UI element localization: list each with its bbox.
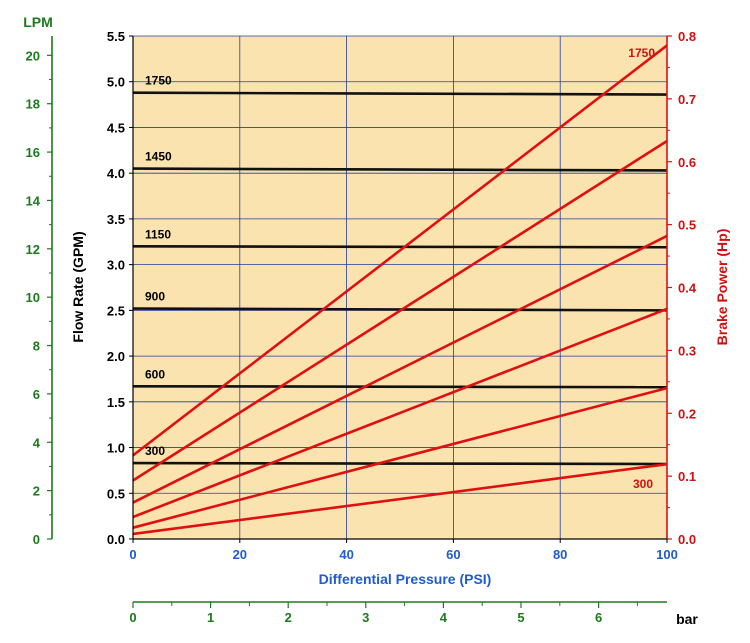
lpm-tick-label: 10 <box>26 290 40 305</box>
flow-line-1450 <box>132 167 668 172</box>
y-right-tick-label: 0.0 <box>678 532 696 547</box>
x-tick-label: 80 <box>553 547 567 562</box>
y-right-tick-label: 0.6 <box>678 155 696 170</box>
bar-axis-unit: bar <box>676 611 698 627</box>
flow-label-1150: 1150 <box>145 227 171 241</box>
power-lines <box>132 44 668 536</box>
y-left-tick-label: 3.5 <box>107 212 125 227</box>
lpm-tick-label: 2 <box>33 484 40 499</box>
y-left-tick-label: 5.5 <box>107 29 125 44</box>
lpm-tick-label: 16 <box>26 145 40 160</box>
axes: 0.0 0.5 1.0 1.5 2.0 2.5 3.0 3.5 4.0 4.5 5.0 5.5 0.0 0… <box>26 29 697 625</box>
x-tick-label: 100 <box>656 547 678 562</box>
power-line-1150 <box>132 234 668 504</box>
bar-tick-label: 3 <box>362 610 369 625</box>
y-left-tick-label: 3.0 <box>107 258 125 273</box>
y-right-axis-label: Brake Power (Hp) <box>714 229 730 346</box>
power-line-900 <box>132 307 668 519</box>
y-right-tick-label: 0.7 <box>678 92 696 107</box>
lpm-tick-label: 6 <box>33 387 40 402</box>
lpm-axis-unit: LPM <box>23 14 53 30</box>
lpm-tick-label: 12 <box>26 242 40 257</box>
bar-tick-label: 6 <box>595 610 602 625</box>
flow-line-600 <box>132 384 668 389</box>
labels: 1750 1450 1150 900 600 300 1750 300 <box>145 46 655 491</box>
x-tick-label: 20 <box>233 547 247 562</box>
flow-label-600: 600 <box>145 367 165 381</box>
flow-line-1150 <box>132 245 668 249</box>
y-right-tick-label: 0.5 <box>678 218 696 233</box>
y-left-axis-label: Flow Rate (GPM) <box>70 231 86 342</box>
plot-area <box>133 36 667 539</box>
power-label-1750: 1750 <box>628 46 655 60</box>
y-right-tick-label: 0.1 <box>678 469 696 484</box>
bar-tick-label: 0 <box>129 610 136 625</box>
x-tick-label: 60 <box>446 547 460 562</box>
y-right-tick-label: 0.3 <box>678 343 696 358</box>
y-left-tick-label: 1.0 <box>107 441 125 456</box>
lpm-tick-label: 0 <box>33 532 40 547</box>
flow-label-1750: 1750 <box>145 74 172 88</box>
y-right-tick-label: 0.4 <box>678 281 697 296</box>
lpm-tick-label: 14 <box>26 193 41 208</box>
bar-tick-label: 1 <box>207 610 214 625</box>
flow-line-1750 <box>132 91 668 96</box>
x-tick-label: 40 <box>339 547 353 562</box>
flow-label-300: 300 <box>145 444 165 458</box>
bar-tick-label: 2 <box>285 610 292 625</box>
grid <box>132 35 668 540</box>
y-left-tick-label: 1.5 <box>107 395 125 410</box>
y-left-tick-label: 0.5 <box>107 486 125 501</box>
lpm-tick-label: 18 <box>26 97 40 112</box>
y-left-tick-label: 5.0 <box>107 75 125 90</box>
power-line-300 <box>132 462 668 536</box>
y-right-tick-label: 0.8 <box>678 29 696 44</box>
y-left-tick-label: 0.0 <box>107 532 125 547</box>
flow-label-1450: 1450 <box>145 150 172 164</box>
lpm-tick-label: 4 <box>33 435 41 450</box>
lpm-tick-label: 8 <box>33 339 40 354</box>
x-axis-label: Differential Pressure (PSI) <box>319 571 492 587</box>
lpm-tick-label: 20 <box>26 48 40 63</box>
flow-line-300 <box>132 461 668 466</box>
power-label-300: 300 <box>633 477 653 491</box>
y-left-tick-label: 2.0 <box>107 349 125 364</box>
power-line-1450 <box>132 139 668 482</box>
y-left-tick-label: 4.5 <box>107 120 125 135</box>
y-left-tick-label: 2.5 <box>107 303 125 318</box>
x-tick-label: 0 <box>129 547 136 562</box>
y-left-tick-label: 4.0 <box>107 166 125 181</box>
bar-tick-label: 4 <box>440 610 448 625</box>
y-right-tick-label: 0.2 <box>678 406 696 421</box>
bar-tick-label: 5 <box>517 610 524 625</box>
power-line-1750 <box>132 44 668 457</box>
power-line-600 <box>132 386 668 529</box>
flow-label-900: 900 <box>145 290 165 304</box>
